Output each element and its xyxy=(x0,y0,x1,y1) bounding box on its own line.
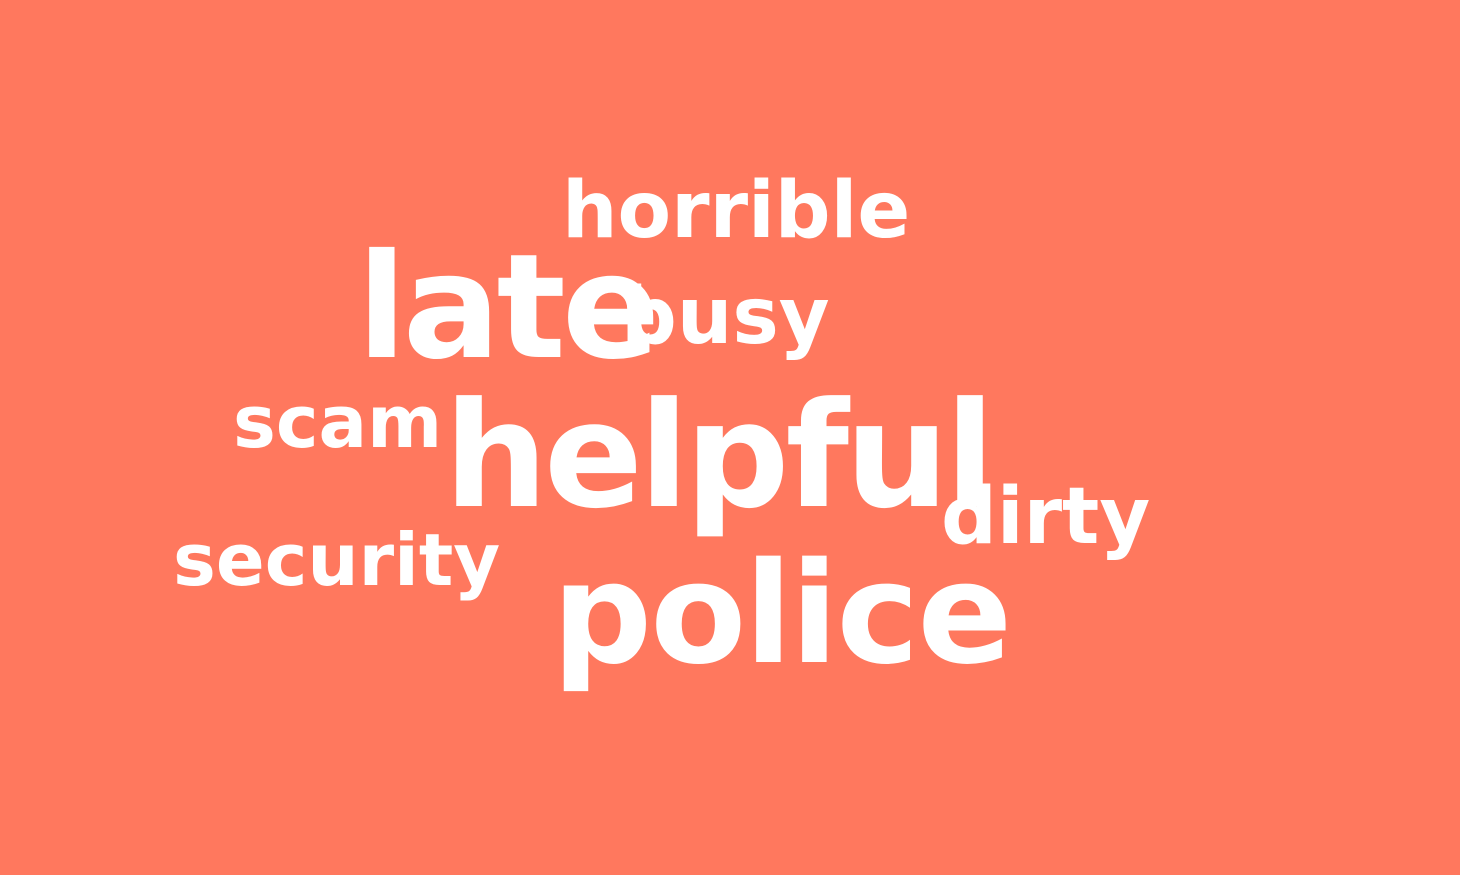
word-scam: scam xyxy=(233,380,443,464)
word-dirty: dirty xyxy=(941,472,1151,562)
word-security: security xyxy=(173,518,501,602)
word-busy: busy xyxy=(621,272,830,362)
word-helpful: helpful xyxy=(444,371,995,541)
word-police: police xyxy=(552,533,1012,696)
word-late: late xyxy=(357,223,660,392)
word-horrible: horrible xyxy=(562,166,911,256)
